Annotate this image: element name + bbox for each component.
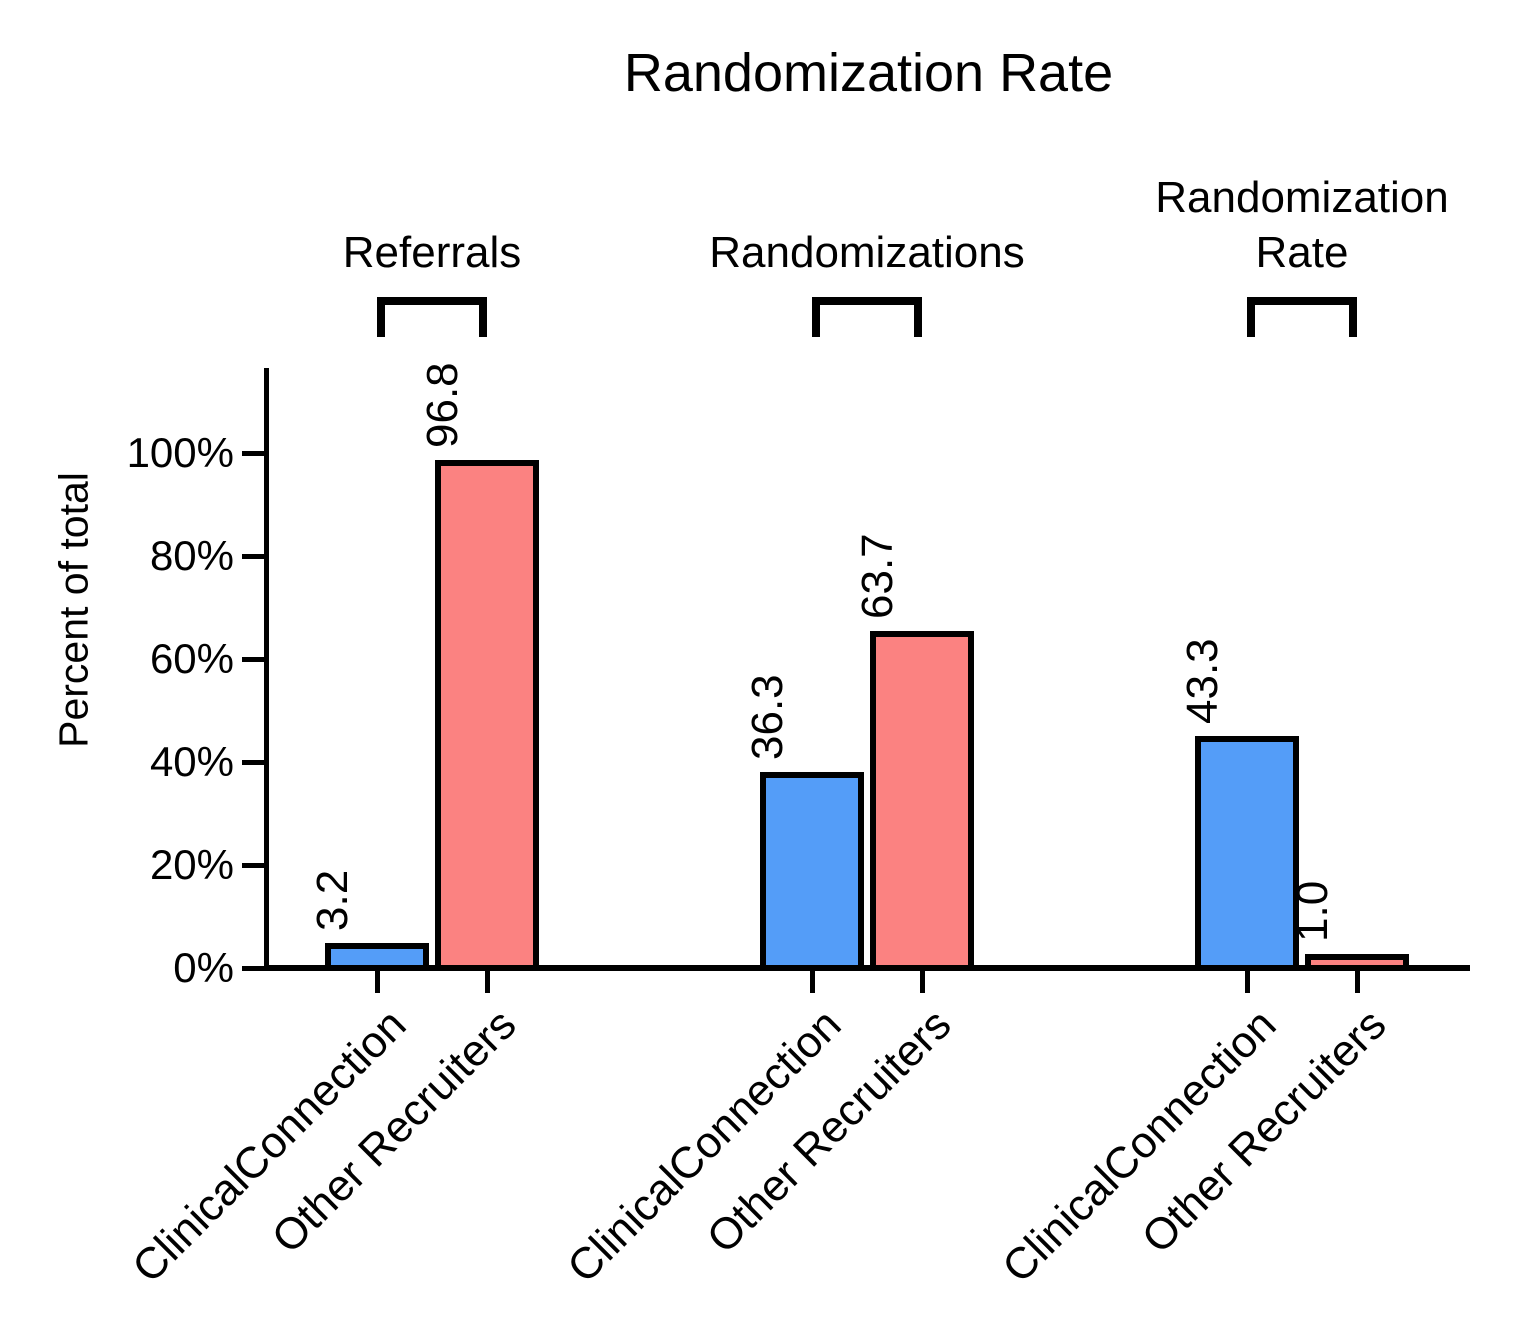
bar-value-label: 96.8 xyxy=(418,362,467,448)
x-tick-mark xyxy=(920,971,925,993)
y-tick-label: 0% xyxy=(173,944,234,991)
y-tick-label: 20% xyxy=(149,841,234,888)
bar-value-label: 43.3 xyxy=(1178,638,1227,724)
y-tick-mark xyxy=(242,863,264,868)
bar xyxy=(1305,954,1409,965)
group-label: Randomizations xyxy=(709,228,1025,277)
bar-value-label: 36.3 xyxy=(743,674,792,760)
group-bracket xyxy=(1247,297,1357,337)
bar xyxy=(435,460,539,965)
y-tick-label: 40% xyxy=(149,738,234,785)
x-axis-line xyxy=(264,965,1470,971)
bar-value-label: 3.2 xyxy=(308,869,357,931)
group-bracket xyxy=(812,297,922,337)
y-tick-label: 100% xyxy=(126,429,234,476)
bar-value-label: 63.7 xyxy=(853,533,902,619)
x-tick-mark xyxy=(1245,971,1250,993)
y-axis-spine xyxy=(264,368,269,971)
y-tick-mark xyxy=(242,657,264,662)
bar xyxy=(870,631,974,965)
bar xyxy=(325,943,429,965)
chart-title: Randomization Rate xyxy=(623,43,1114,103)
x-tick-mark xyxy=(1355,971,1360,993)
bar-value-label: 1.0 xyxy=(1288,880,1337,942)
y-tick-label: 80% xyxy=(149,532,234,579)
x-tick-mark xyxy=(375,971,380,993)
group-label: Referrals xyxy=(342,228,522,277)
y-tick-mark xyxy=(242,760,264,765)
y-tick-label: 60% xyxy=(149,635,234,682)
y-tick-mark xyxy=(242,966,264,971)
group-label: Randomization Rate xyxy=(1155,173,1449,277)
bar xyxy=(760,772,864,965)
x-tick-mark xyxy=(810,971,815,993)
bar xyxy=(1195,736,1299,965)
y-tick-mark xyxy=(242,451,264,456)
y-tick-mark xyxy=(242,554,264,559)
group-bracket xyxy=(377,297,487,337)
y-axis-label: Percent of total xyxy=(50,472,97,748)
x-tick-mark xyxy=(485,971,490,993)
